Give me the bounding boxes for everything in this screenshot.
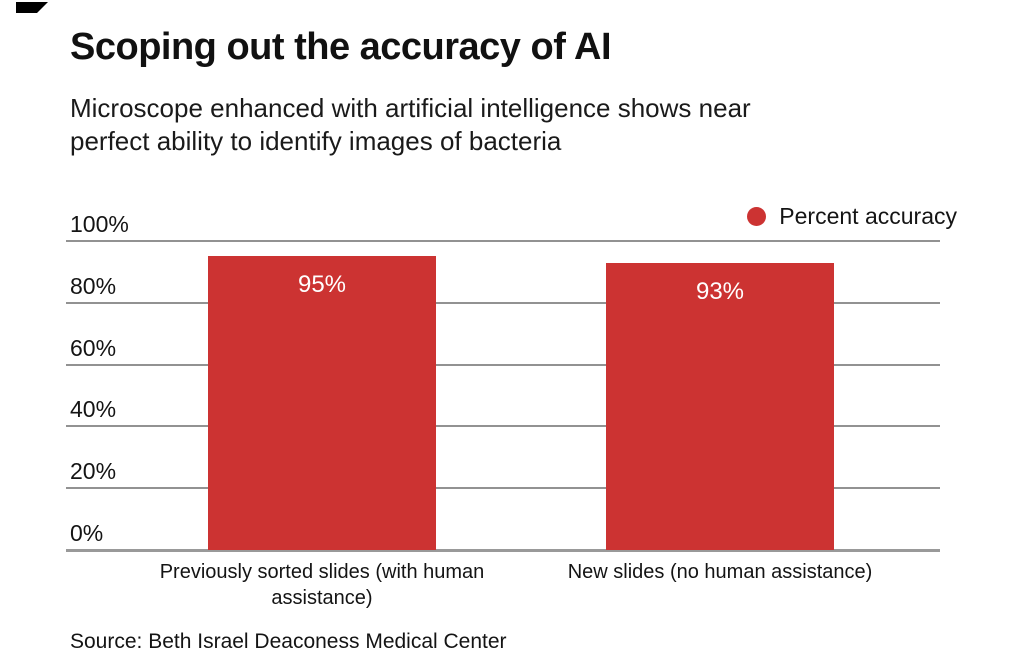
y-tick-label: 60% [70, 334, 117, 361]
y-tick-label: 0% [70, 520, 104, 546]
legend: Percent accuracy [747, 203, 957, 230]
y-tick-label: 80% [70, 272, 117, 299]
y-tick-label: 100% [70, 211, 129, 237]
gridline [66, 487, 940, 490]
bar-value-label: 95% [297, 271, 347, 299]
y-tick-label: 20% [70, 458, 117, 485]
x-category-label-line: New slides (no human assistance) [567, 561, 873, 583]
x-axis-line [66, 549, 940, 552]
legend-marker-icon [747, 207, 767, 226]
corner-mark-icon [16, 2, 48, 13]
gridline [66, 301, 940, 304]
chart-subtitle-line: perfect ability to identify images of ba… [70, 126, 562, 156]
legend-label: Percent accuracy [779, 203, 957, 229]
bar-value-label: 93% [695, 277, 745, 305]
bar-1: 95% [208, 256, 436, 550]
chart-subtitle: Microscope enhanced with artificial inte… [70, 92, 751, 158]
bar-2: 93% [606, 262, 834, 550]
x-category-label-line: Previously sorted slides (with human [159, 561, 485, 583]
chart-subtitle-line: Microscope enhanced with artificial inte… [70, 93, 751, 123]
gridline [66, 425, 940, 428]
gridline [66, 240, 940, 242]
y-tick-label: 40% [70, 396, 117, 423]
source-note: Source: Beth Israel Deaconess Medical Ce… [70, 630, 507, 653]
x-category-label: Previously sorted slides (with human assi… [122, 559, 522, 611]
x-category-label-line: assistance) [271, 587, 373, 609]
gridline [66, 363, 940, 366]
chart-title: Scoping out the accuracy of AI [70, 26, 612, 68]
x-category-label: New slides (no human assistance) [520, 559, 920, 585]
